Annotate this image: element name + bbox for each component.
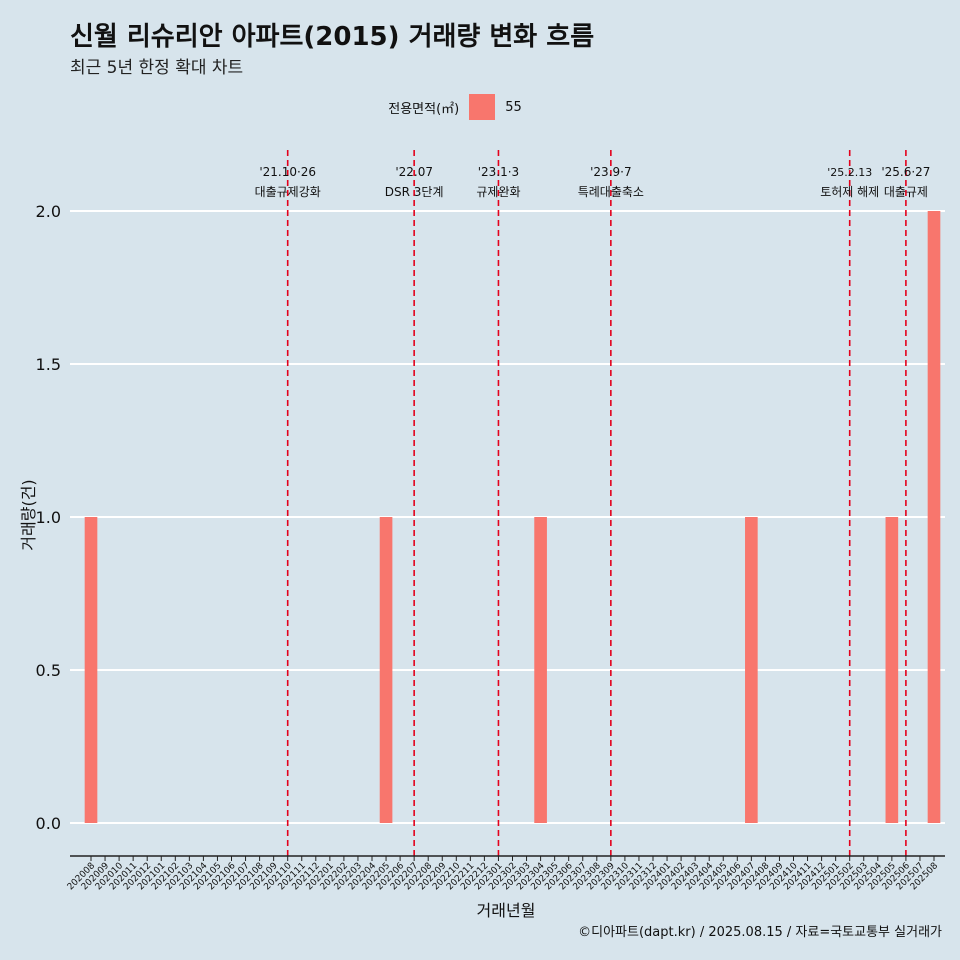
bar <box>534 517 547 823</box>
y-tick-label: 0.5 <box>36 661 61 680</box>
caption: ©디아파트(dapt.kr) / 2025.08.15 / 자료=국토교통부 실… <box>578 925 942 940</box>
event-date-label: '22.07 <box>395 165 433 179</box>
event-date-label: '25.2.13 <box>827 166 872 179</box>
legend-swatch-55 <box>469 94 496 120</box>
event-name-label: 특례대출축소 <box>578 185 644 199</box>
legend-title: 전용면적(㎡) <box>388 101 460 117</box>
y-tick-label: 1.5 <box>36 355 61 374</box>
x-axis-label: 거래년월 <box>476 901 536 920</box>
event-date-label: '25.6·27 <box>881 165 930 179</box>
bar <box>745 517 758 823</box>
legend: 전용면적(㎡) 55 <box>0 94 960 120</box>
bar <box>927 211 941 823</box>
event-date-label: '23.9·7 <box>590 165 631 179</box>
legend-label-55: 55 <box>505 99 522 115</box>
y-tick-label: 1.0 <box>36 508 61 527</box>
bar <box>885 517 899 823</box>
event-name-label: 토허제 해제 <box>820 185 879 199</box>
event-name-label: 대출규제 <box>884 185 928 199</box>
bar <box>379 517 393 823</box>
event-date-label: '23.1·3 <box>478 165 519 179</box>
y-axis-label: 거래량(건) <box>19 479 38 551</box>
event-name-label: 규제완화 <box>476 185 520 199</box>
chart-title: 신월 리슈리안 아파트(2015) 거래량 변화 흐름 <box>70 22 595 52</box>
y-tick-label: 0.0 <box>36 814 61 833</box>
event-name-label: 대출규제강화 <box>255 185 321 199</box>
chart-subtitle: 최근 5년 한정 확대 차트 <box>70 58 244 78</box>
bar <box>84 517 98 823</box>
event-date-label: '21.10·26 <box>259 165 316 179</box>
y-tick-label: 2.0 <box>36 202 61 221</box>
event-name-label: DSR 3단계 <box>385 185 444 199</box>
